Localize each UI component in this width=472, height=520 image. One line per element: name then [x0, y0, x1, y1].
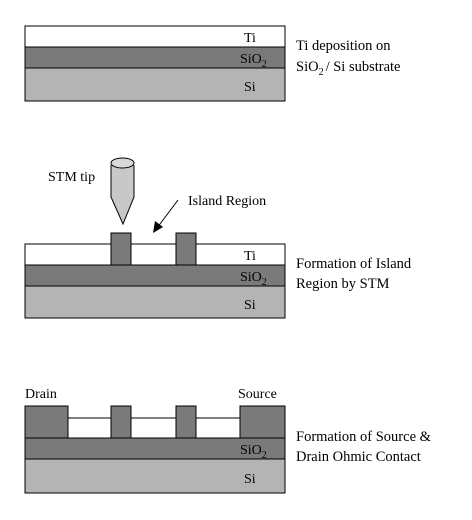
stage-2: STM tip Island Region Ti SiO2 Si Formati…	[24, 157, 412, 319]
stage2-ti-label: Ti	[244, 249, 256, 264]
source-label: Source	[238, 387, 277, 402]
stage1-si-label: Si	[244, 80, 256, 95]
stage3-si-label: Si	[244, 472, 256, 487]
island-right-overlay	[175, 232, 197, 266]
stage1-si-layer	[24, 67, 286, 102]
stage3-island-left	[110, 405, 132, 439]
stage1-caption-line2: SiO2/ Si substrate	[296, 59, 401, 78]
stage1-sio2-label: SiO2	[240, 52, 267, 70]
stage-3: Drain Source SiO2 Si Formation of Source…	[24, 387, 432, 494]
stm-tip-icon	[110, 157, 135, 226]
stage2-caption-line1: Formation of Island	[296, 256, 412, 272]
drain-pad	[24, 405, 69, 439]
stage2-sio2-label: SiO2	[240, 270, 267, 288]
stage3-caption-line2: Drain Ohmic Contact	[296, 449, 421, 465]
source-pad	[239, 405, 286, 439]
stage3-si-layer	[24, 458, 286, 494]
stage3-caption-line1: Formation of Source &	[296, 429, 432, 445]
stage-1: Ti SiO2 Si Ti deposition on SiO2/ Si sub…	[24, 25, 401, 102]
stage2-si-layer	[24, 285, 286, 319]
stm-tip-label: STM tip	[48, 170, 95, 185]
island-region-label: Island Region	[188, 194, 266, 209]
island-arrow-icon	[153, 199, 179, 233]
stage1-ti-label: Ti	[244, 31, 256, 46]
stage3-sio2-label: SiO2	[240, 443, 267, 461]
stage2-caption-line2: Region by STM	[296, 276, 390, 292]
stage1-caption-line1: Ti deposition on	[296, 38, 391, 54]
stage3-island-right	[175, 405, 197, 439]
island-left-overlay	[110, 232, 132, 266]
drain-label: Drain	[25, 387, 57, 402]
stage2-si-label: Si	[244, 298, 256, 313]
